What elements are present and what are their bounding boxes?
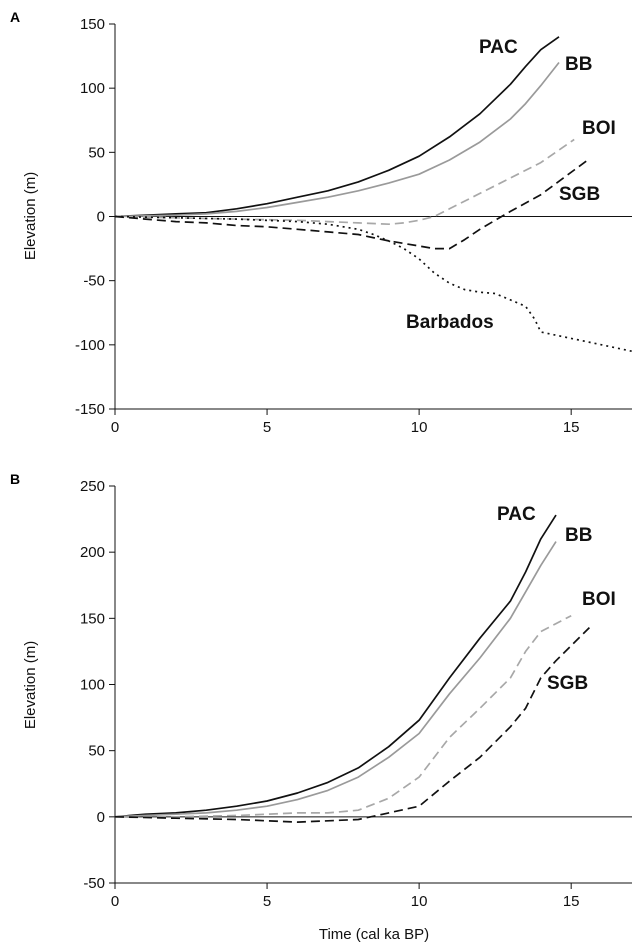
- x-tick-label: 15: [563, 893, 580, 910]
- series-label-bb: BB: [565, 54, 592, 75]
- x-tick-label: 0: [111, 419, 119, 436]
- y-tick-label: -50: [83, 875, 105, 892]
- x-tick-label: 10: [411, 893, 428, 910]
- x-tick-label: 10: [411, 419, 428, 436]
- panel-a: A 150 100 50 0 -50 -100 -150 0 5 10 15 Elevation (m)…: [10, 9, 632, 436]
- series-line-barbados: [114, 215, 632, 353]
- y-tick-label: 50: [88, 743, 105, 760]
- panel-letter: A: [10, 9, 20, 25]
- y-tick-label: 100: [80, 677, 105, 694]
- y-tick-label: -50: [83, 273, 105, 290]
- series-line-bb: [114, 541, 557, 818]
- y-tick-label: -100: [75, 337, 105, 354]
- series-line-boi: [114, 138, 575, 226]
- series-line-pac: [114, 36, 560, 218]
- x-tick-label: 5: [263, 893, 271, 910]
- panel-b: B 250 200 150 100 50 0 -50 0 5 10 15 Elevation (m) Ti…: [10, 471, 632, 943]
- y-tick-label: 250: [80, 478, 105, 495]
- y-tick-label: 150: [80, 16, 105, 33]
- series-line-sgb: [114, 626, 590, 823]
- y-tick-label: 100: [80, 80, 105, 97]
- y-axis-title: Elevation (m): [22, 641, 39, 729]
- series-label-pac: PAC: [479, 37, 518, 58]
- series-line-bb: [114, 61, 560, 218]
- y-tick-label: 50: [88, 144, 105, 161]
- y-tick-label: 0: [97, 209, 105, 226]
- series-line-sgb: [114, 158, 590, 250]
- y-tick-label: 0: [97, 809, 105, 826]
- series-label-boi: BOI: [582, 589, 616, 610]
- series-label-bb: BB: [565, 525, 592, 546]
- series-label-boi: BOI: [582, 118, 616, 139]
- y-axis-title: Elevation (m): [22, 172, 39, 260]
- y-tick-label: 200: [80, 544, 105, 561]
- series-label-barbados: Barbados: [406, 312, 494, 333]
- series-label-pac: PAC: [497, 504, 536, 525]
- x-tick-label: 15: [563, 419, 580, 436]
- panel-letter: B: [10, 471, 20, 487]
- x-tick-label: 0: [111, 893, 119, 910]
- x-axis-title: Time (cal ka BP): [319, 926, 429, 943]
- y-tick-label: -150: [75, 401, 105, 418]
- series-label-sgb: SGB: [559, 184, 600, 205]
- series-line-boi: [115, 614, 572, 818]
- series-line-pac: [114, 514, 557, 818]
- x-tick-label: 5: [263, 419, 271, 436]
- y-tick-label: 150: [80, 610, 105, 627]
- series-label-sgb: SGB: [547, 673, 588, 694]
